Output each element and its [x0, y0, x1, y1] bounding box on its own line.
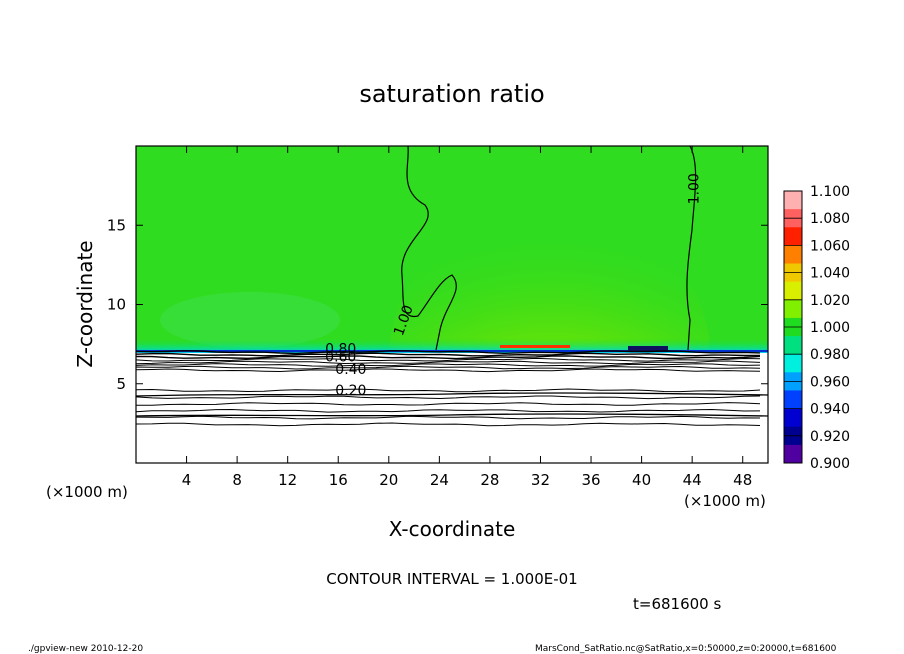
x-tick-label: 12	[278, 471, 297, 489]
x-unit-left: (×1000 m)	[46, 483, 128, 501]
x-tick-label: 24	[430, 471, 449, 489]
y-tick-label: 10	[107, 296, 126, 314]
x-tick-label: 32	[531, 471, 550, 489]
contour-line	[136, 349, 761, 355]
x-tick-label: 20	[379, 471, 398, 489]
colorbar-swatch	[784, 390, 802, 410]
contour-line	[136, 355, 761, 360]
contour-label: 0.20	[335, 383, 366, 399]
contour-line	[136, 365, 761, 370]
contour-label: 0.40	[335, 362, 366, 378]
contour-line	[136, 360, 761, 365]
x-tick-label: 40	[632, 471, 651, 489]
contour-line-1.00-right	[686, 146, 697, 351]
colorbar-label: 1.000	[810, 320, 850, 336]
contour-line	[136, 422, 761, 427]
colorbar-swatch	[784, 354, 802, 373]
contour-line	[136, 388, 761, 393]
footer-left: ./gpview-new 2010-12-20	[28, 644, 143, 654]
contour-line	[136, 408, 761, 413]
colorbar: 1.100 1.080 1.060 1.040 1.020 1.000 0.980 0.960…	[783, 184, 850, 472]
y-axis-label: Z-coordinate	[73, 240, 97, 367]
x-tick-label: 36	[581, 471, 600, 489]
colorbar-label: 0.940	[810, 402, 850, 418]
colorbar-label: 0.980	[810, 347, 850, 363]
contour-line	[136, 392, 768, 397]
contour-line	[136, 368, 761, 373]
x-tick-label: 48	[733, 471, 752, 489]
red-strip	[500, 345, 570, 348]
colorbar-swatch	[784, 191, 802, 210]
colorbar-swatch	[784, 281, 802, 301]
contour-line	[136, 352, 760, 357]
colorbar-swatch	[784, 227, 802, 246]
colorbar-label: 1.100	[810, 184, 850, 200]
x-tick-label: 28	[480, 471, 499, 489]
transition-band	[136, 338, 768, 353]
contour-line	[136, 413, 768, 417]
y-axis: 5 10 15	[107, 216, 768, 393]
x-tick-label: 44	[683, 471, 702, 489]
contour-label: 0.60	[325, 350, 356, 366]
contour-lines	[136, 146, 768, 427]
colorbar-label: 1.040	[810, 266, 850, 282]
contour-line	[136, 415, 761, 420]
colorbar-swatch	[784, 299, 802, 319]
colorbar-label: 0.920	[810, 429, 850, 445]
x-tick-label: 4	[182, 471, 192, 489]
colorbar-label: 0.900	[810, 456, 850, 472]
y-tick-label: 15	[107, 216, 126, 234]
colorbar-label: 1.080	[810, 211, 850, 227]
x-axis: 4 8 12 16 20 24 28 32 36 40 44 48	[182, 146, 752, 489]
contour-line	[136, 402, 761, 406]
contour-line	[136, 395, 761, 400]
x-unit-right: (×1000 m)	[684, 492, 766, 510]
light-patch	[160, 292, 340, 348]
y-tick-label: 5	[116, 375, 126, 393]
x-axis-label: X-coordinate	[389, 517, 516, 541]
contour-line	[136, 357, 761, 362]
contour-interval: CONTOUR INTERVAL = 1.000E-01	[326, 570, 577, 588]
x-tick-label: 8	[232, 471, 242, 489]
chart-title: saturation ratio	[359, 80, 544, 108]
colorbar-swatch	[784, 245, 802, 265]
contour-line-1.00-left	[401, 146, 457, 351]
colorbar-swatch	[784, 444, 802, 464]
colorbar-label: 1.020	[810, 293, 850, 309]
colorbar-swatch	[784, 336, 802, 355]
time-label: t=681600 s	[633, 595, 721, 613]
colorbar-label: 1.060	[810, 238, 850, 254]
dark-patch	[628, 346, 668, 351]
footer-right: MarsCond_SatRatio.nc@SatRatio,x=0:50000,…	[535, 644, 837, 654]
colorbar-swatch	[784, 408, 802, 428]
subsaturated-region	[136, 353, 768, 463]
colorbar-label: 0.960	[810, 374, 850, 390]
contour-label: 1.00	[686, 173, 702, 204]
x-tick-label: 16	[329, 471, 348, 489]
contour-label: 0.80	[325, 342, 356, 358]
contour-line	[136, 363, 761, 367]
